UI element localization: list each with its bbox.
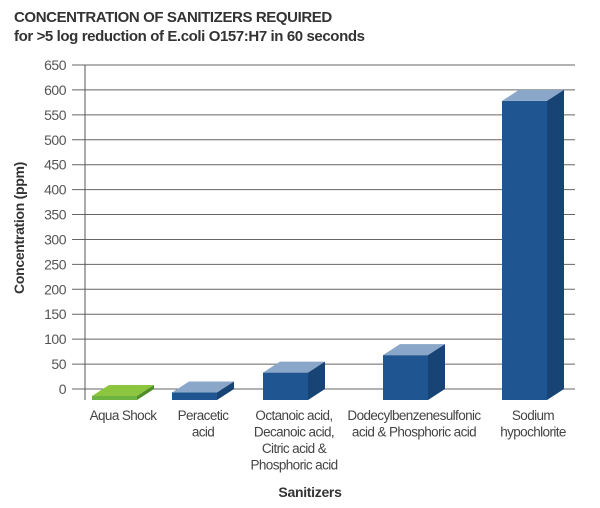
category-label: Sodium hypochlorite: [500, 408, 566, 440]
bar-front: [502, 100, 547, 400]
bar-top: [383, 344, 445, 356]
bar: [502, 89, 564, 400]
category-label-line: Decanoic acid,: [254, 425, 334, 440]
bar-side: [308, 361, 325, 400]
y-axis-label: Concentration (ppm): [11, 162, 27, 294]
bar: [383, 344, 445, 400]
bar-top: [92, 385, 154, 396]
bar-side: [547, 89, 564, 400]
y-tick-label: 500: [44, 132, 67, 148]
bar-top: [502, 89, 564, 101]
y-tick-label: 250: [44, 256, 67, 272]
category-label: Dodecylbenzenesulfonic acid & Phosphoric …: [347, 408, 481, 440]
bars: [92, 89, 564, 400]
y-tick-label: 600: [44, 82, 67, 98]
category-label-line: acid: [192, 425, 214, 440]
category-labels: Aqua Shock Peracetic acid Octanoic acid, Dec…: [90, 408, 567, 473]
bar: [92, 385, 154, 400]
bar-front: [172, 392, 217, 400]
category-label-line: Citric acid &: [262, 441, 327, 456]
y-tick-label: 200: [44, 281, 67, 297]
category-label-line: Phosphoric acid: [250, 458, 337, 473]
y-tick-label: 400: [44, 182, 67, 198]
chart-title: CONCENTRATION OF SANITIZERS REQUIRED: [14, 9, 332, 26]
bar-front: [383, 355, 428, 400]
y-tick-label: 50: [51, 356, 66, 372]
x-axis-label: Sanitizers: [278, 484, 342, 500]
y-tick-label: 100: [44, 331, 67, 347]
bar-side: [428, 344, 445, 400]
y-tick-label: 650: [44, 57, 67, 73]
bar-side: [217, 381, 234, 400]
category-label-line: Dodecylbenzenesulfonic: [347, 408, 481, 423]
category-label-line: Octanoic acid,: [255, 408, 332, 423]
y-tick-label: 0: [59, 381, 67, 397]
chart-subtitle: for >5 log reduction of E.coli O157:H7 i…: [14, 28, 365, 45]
bar: [263, 361, 325, 400]
y-tick-labels: 0 50 100 150 200 250 300 350 400 450 500 550 600 650: [44, 57, 67, 397]
bar-top: [263, 361, 325, 373]
category-label-line: hypochlorite: [500, 425, 566, 440]
bar: [172, 381, 234, 400]
category-label: Peracetic acid: [178, 408, 230, 440]
category-label-line: acid & Phosphoric acid: [352, 425, 476, 440]
y-tick-label: 550: [44, 107, 67, 123]
y-tick-label: 150: [44, 306, 67, 322]
category-label: Octanoic acid, Decanoic acid, Citric acid …: [250, 408, 337, 473]
y-tick-label: 350: [44, 207, 67, 223]
y-tick-label: 450: [44, 157, 67, 173]
category-label-line: Peracetic: [178, 408, 230, 423]
bar-top: [172, 381, 234, 393]
bar-side: [137, 385, 154, 400]
y-tick-label: 300: [44, 231, 67, 247]
bar-front: [92, 396, 137, 400]
gridlines: [72, 64, 575, 390]
category-label-line: Sodium: [512, 408, 555, 423]
bar-front: [263, 372, 308, 400]
category-label: Aqua Shock: [90, 408, 158, 423]
category-label-line: Aqua Shock: [90, 408, 158, 423]
